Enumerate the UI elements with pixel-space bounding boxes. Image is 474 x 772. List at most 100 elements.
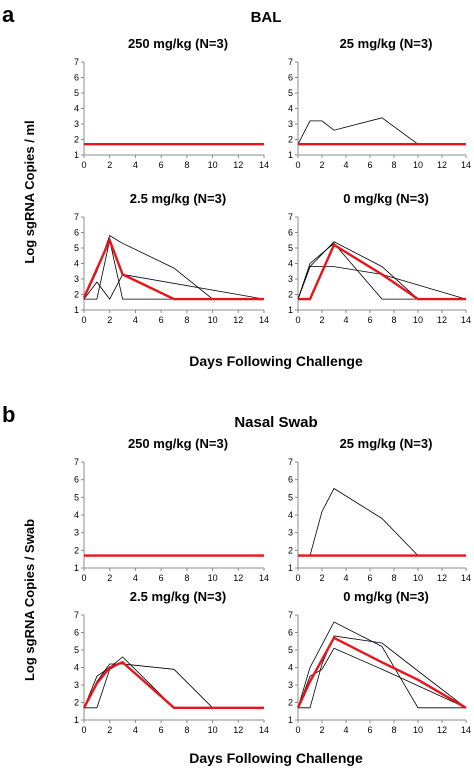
x-tick-label: 4 bbox=[343, 160, 348, 170]
y-tick-label: 7 bbox=[74, 457, 79, 467]
x-tick-label: 14 bbox=[461, 725, 471, 735]
y-tick-label: 4 bbox=[288, 510, 293, 520]
x-tick-label: 12 bbox=[233, 725, 243, 735]
y-tick-label: 1 bbox=[74, 305, 79, 315]
y-tick-label: 4 bbox=[74, 259, 79, 269]
subplot-title: 250 mg/kg (N=3) bbox=[128, 436, 228, 451]
x-tick-label: 8 bbox=[184, 725, 189, 735]
x-tick-label: 8 bbox=[391, 160, 396, 170]
x-tick-label: 6 bbox=[159, 160, 164, 170]
mean-line bbox=[82, 660, 264, 709]
x-tick-label: 4 bbox=[343, 573, 348, 583]
x-tick-label: 8 bbox=[391, 725, 396, 735]
x-tick-label: 12 bbox=[233, 160, 243, 170]
x-tick-label: 4 bbox=[133, 160, 138, 170]
individual-line-1 bbox=[298, 487, 466, 556]
x-tick-label: 0 bbox=[81, 573, 86, 583]
subplot-title: 0 mg/kg (N=3) bbox=[343, 589, 429, 604]
x-tick-label: 2 bbox=[107, 573, 112, 583]
individual-line-2 bbox=[83, 656, 264, 709]
x-tick-label: 2 bbox=[319, 573, 324, 583]
x-tick-label: 10 bbox=[208, 573, 218, 583]
y-tick-label: 4 bbox=[288, 259, 293, 269]
y-tick-label: 2 bbox=[74, 698, 79, 708]
x-tick-label: 12 bbox=[437, 725, 447, 735]
y-tick-label: 3 bbox=[74, 119, 79, 129]
y-tick-label: 2 bbox=[74, 545, 79, 555]
panel-title-bal: BAL bbox=[251, 9, 282, 26]
x-tick-label: 10 bbox=[208, 315, 218, 325]
x-tick-label: 4 bbox=[343, 315, 348, 325]
y-tick-label: 7 bbox=[288, 57, 293, 67]
ylabel-nasal-swab: Log sgRNA Copies / Swab bbox=[22, 519, 37, 681]
individual-line-2 bbox=[298, 635, 467, 709]
y-tick-label: 6 bbox=[288, 73, 293, 83]
x-tick-label: 12 bbox=[437, 315, 447, 325]
ylabel-bal: Log sgRNA Copies / ml bbox=[22, 120, 37, 263]
x-tick-label: 4 bbox=[343, 725, 348, 735]
x-tick-label: 0 bbox=[295, 573, 300, 583]
y-tick-label: 7 bbox=[288, 457, 293, 467]
x-tick-label: 8 bbox=[184, 315, 189, 325]
x-tick-label: 8 bbox=[391, 573, 396, 583]
subplot-title: 250 mg/kg (N=3) bbox=[128, 36, 228, 51]
y-tick-label: 5 bbox=[74, 243, 79, 253]
y-tick-label: 3 bbox=[288, 274, 293, 284]
x-tick-label: 14 bbox=[259, 725, 269, 735]
y-tick-label: 5 bbox=[288, 88, 293, 98]
x-tick-label: 10 bbox=[413, 160, 423, 170]
xlabel-bal: Days Following Challenge bbox=[189, 353, 363, 369]
subplot-title: 0 mg/kg (N=3) bbox=[343, 191, 429, 206]
x-tick-label: 2 bbox=[319, 160, 324, 170]
y-tick-label: 3 bbox=[74, 528, 79, 538]
individual-line-3 bbox=[83, 273, 265, 300]
y-tick-label: 1 bbox=[288, 715, 293, 725]
y-tick-label: 1 bbox=[288, 305, 293, 315]
y-tick-label: 6 bbox=[74, 475, 79, 485]
x-tick-label: 10 bbox=[413, 573, 423, 583]
y-tick-label: 7 bbox=[288, 212, 293, 222]
y-tick-label: 6 bbox=[74, 628, 79, 638]
x-tick-label: 2 bbox=[319, 315, 324, 325]
individual-line-3 bbox=[297, 647, 467, 709]
y-tick-label: 6 bbox=[288, 228, 293, 238]
y-tick-label: 2 bbox=[288, 290, 293, 300]
x-tick-label: 14 bbox=[259, 160, 269, 170]
panel-letter-b: b bbox=[2, 402, 15, 427]
x-tick-label: 2 bbox=[107, 315, 112, 325]
x-tick-label: 6 bbox=[367, 725, 372, 735]
x-tick-label: 8 bbox=[184, 160, 189, 170]
x-tick-label: 2 bbox=[319, 725, 324, 735]
y-tick-label: 5 bbox=[288, 645, 293, 655]
x-tick-label: 0 bbox=[81, 160, 86, 170]
individual-line-3 bbox=[297, 242, 466, 300]
y-tick-label: 5 bbox=[74, 492, 79, 502]
x-tick-label: 14 bbox=[259, 315, 269, 325]
y-tick-label: 6 bbox=[288, 628, 293, 638]
x-tick-label: 12 bbox=[233, 315, 243, 325]
y-tick-label: 7 bbox=[74, 610, 79, 620]
subplot-title: 25 mg/kg (N=3) bbox=[340, 436, 433, 451]
x-tick-label: 10 bbox=[413, 315, 423, 325]
y-tick-label: 7 bbox=[288, 610, 293, 620]
x-tick-label: 6 bbox=[159, 573, 164, 583]
y-tick-label: 5 bbox=[74, 645, 79, 655]
y-tick-label: 3 bbox=[288, 680, 293, 690]
x-tick-label: 8 bbox=[184, 573, 189, 583]
y-tick-label: 3 bbox=[288, 119, 293, 129]
y-tick-label: 2 bbox=[288, 545, 293, 555]
individual-line-1 bbox=[83, 663, 264, 709]
x-tick-label: 14 bbox=[461, 160, 471, 170]
y-tick-label: 1 bbox=[74, 715, 79, 725]
y-tick-label: 1 bbox=[74, 150, 79, 160]
y-tick-label: 4 bbox=[288, 104, 293, 114]
x-tick-label: 14 bbox=[461, 573, 471, 583]
x-tick-label: 0 bbox=[81, 315, 86, 325]
y-tick-label: 3 bbox=[74, 680, 79, 690]
x-tick-label: 10 bbox=[413, 725, 423, 735]
